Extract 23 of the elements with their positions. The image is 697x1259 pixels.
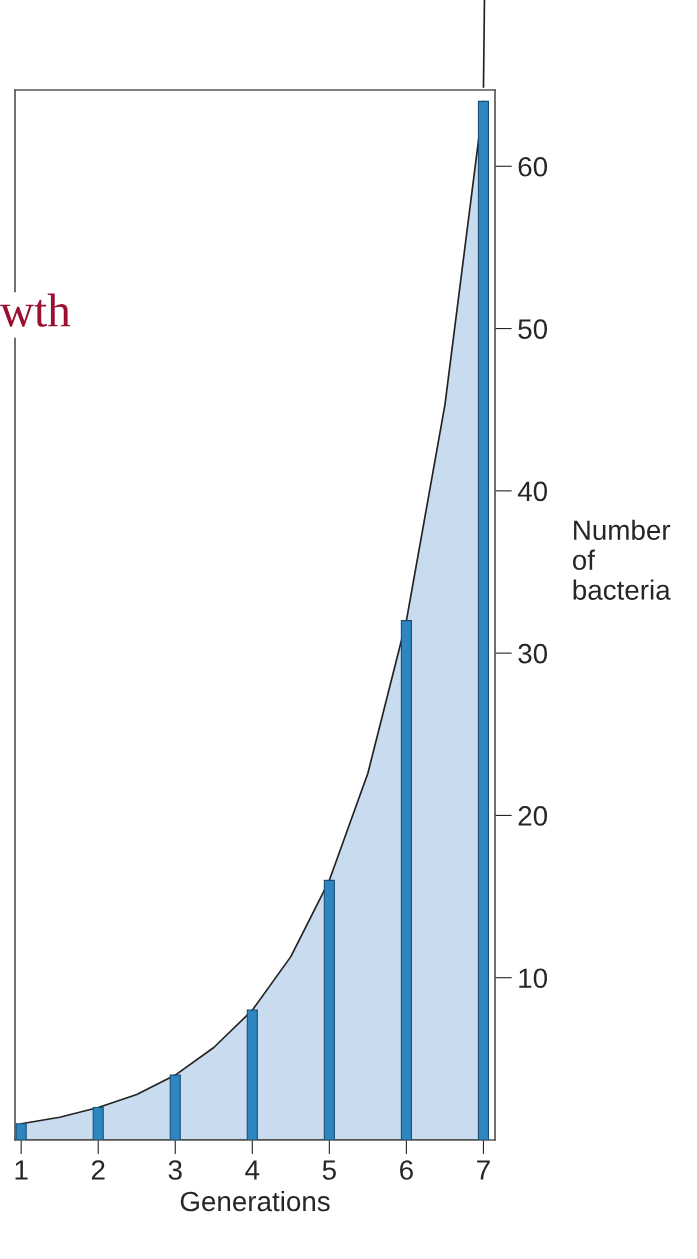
y-tick-label: 20	[518, 806, 548, 826]
x-tick-label: 5	[322, 1160, 336, 1180]
x-tick-label: 7	[477, 1160, 490, 1180]
bar	[246, 1009, 258, 1140]
bar	[92, 1106, 104, 1140]
y-tick-label: 40	[517, 481, 548, 502]
x-tick-label: 1	[15, 1160, 28, 1180]
x-tick-label: 4	[245, 1160, 260, 1180]
y-tick-label: 30	[518, 643, 548, 664]
bar	[477, 100, 490, 1140]
x-tick-label: 6	[400, 1160, 413, 1180]
x-axis-title: Generations	[180, 1190, 330, 1212]
bar	[15, 1123, 27, 1140]
bar	[400, 620, 412, 1140]
bar	[323, 879, 335, 1140]
x-tick-label: 3	[168, 1160, 182, 1180]
x-tick-label: 2	[91, 1160, 105, 1180]
y-tick-label: 50	[518, 319, 548, 339]
y-tick-label: 10	[519, 968, 548, 989]
y-tick-label: 60	[518, 156, 548, 177]
annotation: wth	[0, 293, 71, 327]
y-axis-title: Number of bacteria	[572, 519, 671, 600]
bar	[169, 1074, 181, 1140]
